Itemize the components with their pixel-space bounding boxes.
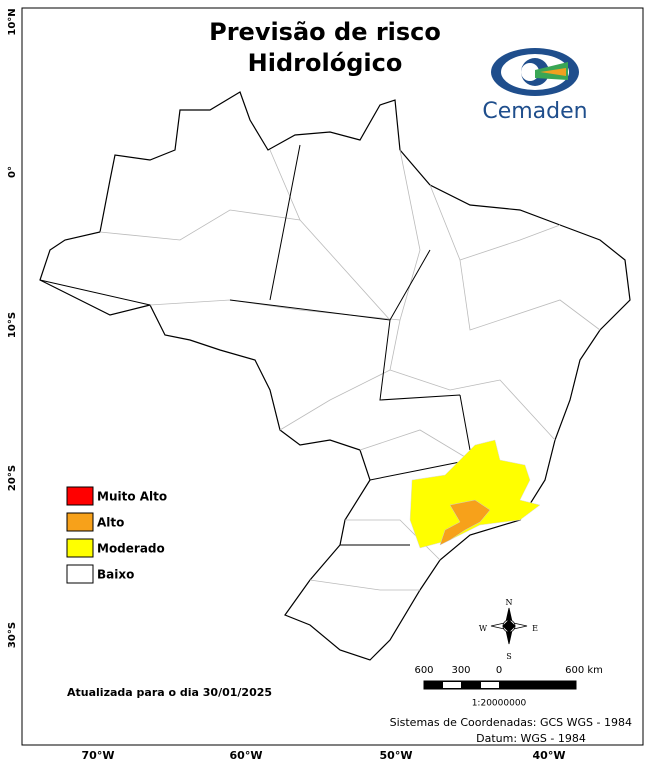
- legend-label: Muito Alto: [97, 490, 167, 504]
- title-line: Hidrológico: [248, 49, 403, 77]
- legend: Muito Alto Alto Moderado Baixo: [66, 486, 167, 584]
- longitude-label: 60°W: [230, 749, 263, 762]
- compass-label: N: [506, 598, 513, 607]
- legend-swatch: [66, 538, 94, 558]
- scale-bar: [423, 680, 577, 690]
- footer-line: Datum: WGS - 1984: [476, 732, 586, 745]
- legend-swatch: [66, 564, 94, 584]
- footer-line: Sistemas de Coordenadas: GCS WGS - 1984: [390, 716, 632, 729]
- legend-swatch: [66, 512, 94, 532]
- legend-label: Baixo: [97, 568, 134, 582]
- compass-label: E: [532, 624, 538, 633]
- latitude-label: 30°S: [7, 622, 18, 648]
- moderate-area: [409, 439, 541, 549]
- logo-text: Cemaden: [482, 99, 587, 124]
- legend-label: Moderado: [97, 542, 165, 556]
- latitude-label: 10°N: [7, 8, 18, 35]
- graticule-labels: 10°N 0° 10°S 20°S 30°S 70°W 60°W 50°W 40°W: [7, 8, 565, 762]
- longitude-label: 70°W: [82, 749, 115, 762]
- latitude-label: 20°S: [7, 465, 18, 491]
- scale-label: 600: [414, 665, 433, 676]
- title-line: Previsão de risco: [209, 18, 441, 46]
- compass-label: S: [506, 652, 511, 661]
- latitude-label: 0°: [7, 166, 18, 178]
- latitude-label: 10°S: [7, 312, 18, 338]
- scale-ratio: 1:20000000: [472, 699, 527, 709]
- compass-rose: [490, 607, 528, 645]
- state-borders: [39, 144, 471, 546]
- legend-label: Alto: [97, 516, 124, 530]
- longitude-label: 50°W: [380, 749, 413, 762]
- scale-label: 0: [496, 665, 502, 676]
- scale-label: 600 km: [565, 665, 603, 676]
- update-note: Atualizada para o dia 30/01/2025: [67, 686, 272, 699]
- compass-label: W: [479, 624, 488, 633]
- legend-swatch: [66, 486, 94, 506]
- scale-label: 300: [451, 665, 470, 676]
- municipal-borders: [99, 149, 601, 591]
- logo: [491, 48, 579, 96]
- high-area: [439, 499, 491, 546]
- longitude-label: 40°W: [533, 749, 566, 762]
